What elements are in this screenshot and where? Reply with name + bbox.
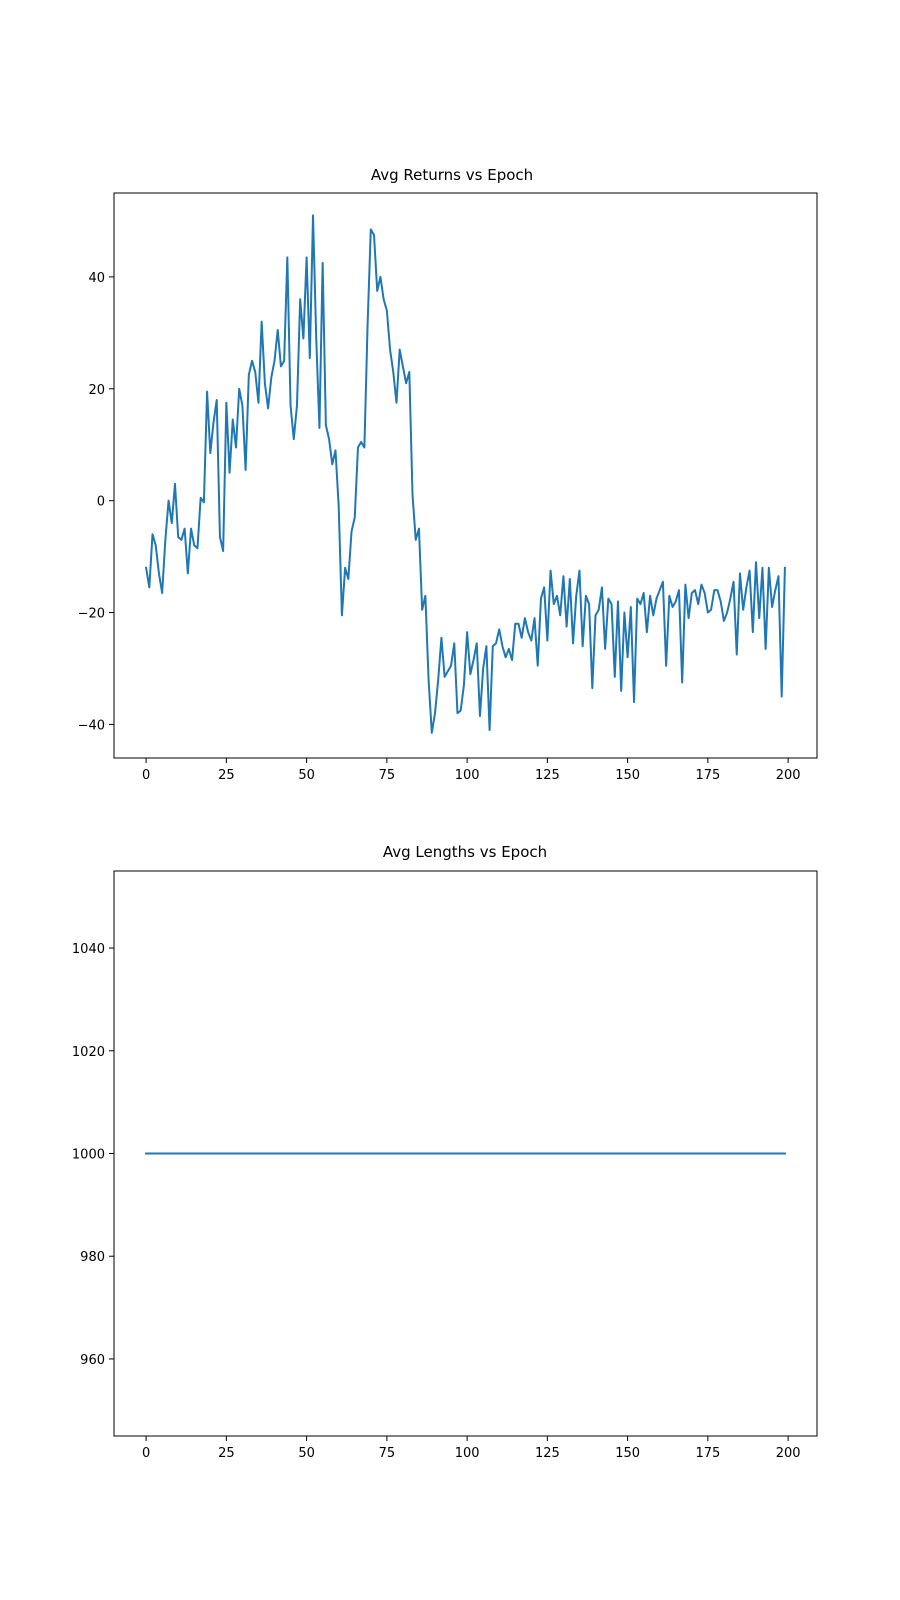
lengths-y-tick-label: 1040 — [72, 942, 105, 957]
lengths-x-tick-label: 0 — [142, 1446, 150, 1461]
lengths-x-tick-label: 75 — [379, 1446, 396, 1461]
lengths-chart: Avg Lengths vs Epoch 960980100010201040 … — [72, 843, 818, 1461]
returns-x-tick-label: 175 — [695, 768, 720, 783]
lengths-y-tick-label: 1000 — [72, 1148, 105, 1163]
returns-x-tick-label: 50 — [298, 768, 315, 783]
returns-x-tick-label: 200 — [776, 768, 801, 783]
lengths-x-axis: 0 25 50 75 100 125 150 175 200 — [142, 1436, 801, 1461]
lengths-x-tick-label: 150 — [615, 1446, 640, 1461]
lengths-x-tick-label: 200 — [776, 1446, 801, 1461]
returns-x-tick-label: 25 — [218, 768, 235, 783]
lengths-y-tick-label: 960 — [80, 1353, 105, 1368]
lengths-x-tick-label: 50 — [298, 1446, 315, 1461]
lengths-chart-title: Avg Lengths vs Epoch — [383, 843, 547, 861]
lengths-x-tick-label: 125 — [535, 1446, 560, 1461]
returns-y-tick-label: 0 — [97, 495, 105, 510]
returns-y-tick-label: 40 — [88, 271, 105, 286]
lengths-x-tick-label: 175 — [695, 1446, 720, 1461]
returns-x-tick-label: 75 — [379, 768, 396, 783]
returns-chart-title: Avg Returns vs Epoch — [371, 166, 533, 184]
returns-x-tick-label: 100 — [455, 768, 480, 783]
returns-x-axis: 0 25 50 75 100 125 150 175 200 — [142, 758, 801, 783]
lengths-y-tick-label: 1020 — [72, 1045, 105, 1060]
returns-y-tick-label: −40 — [78, 718, 105, 733]
lengths-x-tick-label: 25 — [218, 1446, 235, 1461]
returns-y-axis: −40 −20 0 20 40 — [78, 271, 114, 733]
returns-chart: Avg Returns vs Epoch −40 −20 0 20 40 0 25 50 75… — [78, 166, 818, 783]
returns-y-tick-label: −20 — [78, 607, 105, 622]
lengths-x-tick-label: 100 — [455, 1446, 480, 1461]
returns-y-tick-label: 20 — [88, 383, 105, 398]
returns-plot-frame — [113, 192, 818, 759]
returns-x-tick-label: 150 — [615, 768, 640, 783]
lengths-y-axis: 960 980 1000 1020 1040 — [72, 942, 114, 1368]
returns-x-tick-label: 0 — [142, 768, 150, 783]
lengths-plot-frame — [113, 870, 818, 1437]
lengths-y-tick-label: 980 — [80, 1250, 105, 1265]
returns-x-tick-label: 125 — [535, 768, 560, 783]
returns-series-line — [144, 214, 786, 734]
